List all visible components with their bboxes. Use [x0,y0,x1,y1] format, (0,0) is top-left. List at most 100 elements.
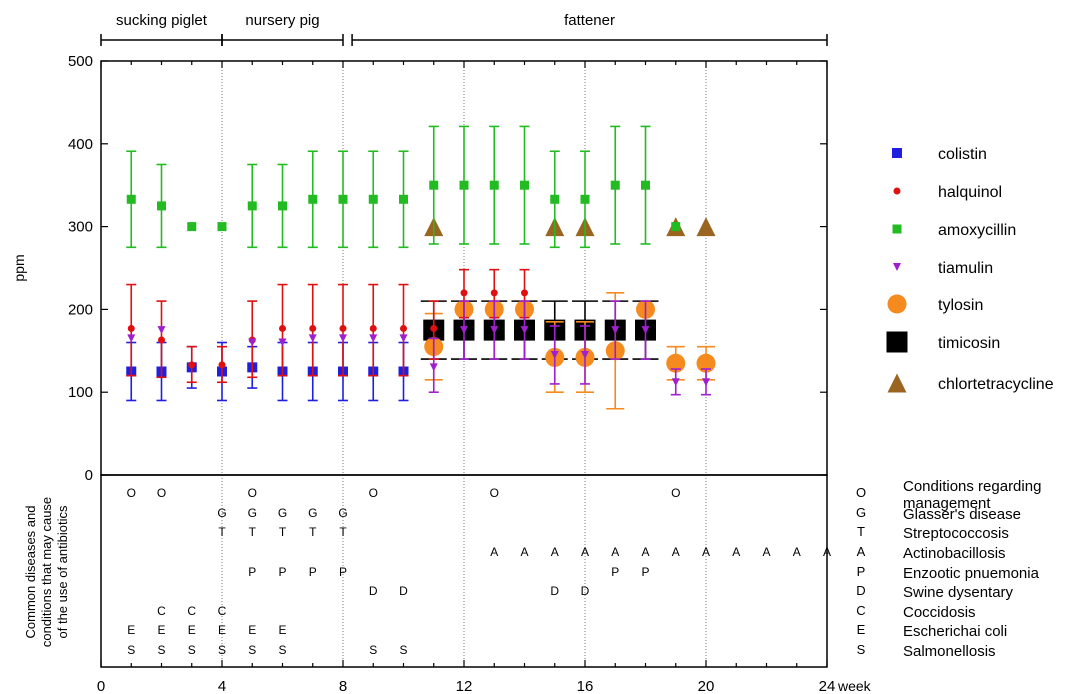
y-tick-label: 400 [68,136,93,153]
x-tick-label: 12 [456,678,473,694]
data-point [279,324,286,332]
data-point [490,289,498,297]
disease-code-mark: S [218,643,226,657]
data-point [187,222,197,232]
data-point [217,222,227,232]
disease-code-mark: P [309,565,317,579]
disease-code-mark: S [278,643,286,657]
disease-code-mark: T [279,525,287,539]
data-point [521,289,528,297]
data-point [641,326,650,335]
data-point [611,326,620,335]
disease-key-label: Glasser's disease [903,506,1021,523]
disease-key-code: G [856,505,866,520]
series-tiamulin [127,300,711,396]
data-point [460,326,468,335]
disease-code-mark: S [127,643,135,657]
legend-swatch [892,224,902,234]
data-point [157,326,166,335]
axes: ppm week [11,60,872,694]
data-point [429,180,439,190]
disease-panel: Common diseases andconditions that may c… [23,478,1041,660]
data-point [400,324,407,332]
data-point [610,180,620,190]
data-series [126,125,716,410]
phase-brackets: sucking piglet nursery pig fattener [100,12,828,46]
data-point [188,361,196,369]
disease-code-mark: G [278,506,287,520]
data-point [430,324,438,332]
legend-item-chlortetracycline: chlortetracycline [887,373,1054,393]
disease-key-label: Conditions regarding management [903,478,1041,512]
data-point [671,378,680,387]
disease-code-mark: A [520,545,528,559]
data-point [338,194,348,204]
legend-item-tylosin: tylosin [887,294,983,314]
disease-code-mark: A [581,545,589,559]
disease-code-mark: P [339,565,347,579]
disease-code-mark: O [127,486,136,500]
legend-swatch [887,294,907,314]
y-tick-label: 0 [85,467,93,484]
data-point [520,326,529,335]
legend-item-tiamulin: tiamulin [893,260,993,277]
data-point [368,194,378,204]
disease-code-mark: P [611,565,619,579]
data-point [550,350,559,359]
disease-code-mark: A [672,545,680,559]
legend-label: colistin [938,146,987,163]
data-point [126,194,136,204]
disease-key-code: C [856,603,865,618]
y-tick-label: 200 [68,301,93,318]
series-amoxycillin [126,125,681,249]
disease-code-mark: S [399,643,407,657]
disease-code-mark: E [248,623,256,637]
legend-swatch [887,373,907,393]
legend-label: amoxycillin [938,222,1016,239]
data-point [339,334,347,343]
disease-code-mark: E [278,623,286,637]
data-point [369,324,377,332]
disease-code-mark: O [490,486,499,500]
legend-label: tiamulin [938,260,993,277]
disease-key-label: Enzootic pnuemonia [903,565,1040,582]
phase-label: fattener [564,12,615,29]
disease-code-mark: E [218,623,226,637]
data-point [308,334,317,343]
disease-code-mark: S [188,643,196,657]
disease-code-mark: A [823,545,831,559]
data-point [157,201,166,211]
disease-key-code: O [856,485,866,500]
disease-code-mark: P [641,565,649,579]
data-point [248,338,257,347]
disease-key-label: Actinobacillosis [903,545,1006,562]
y-tick-label: 100 [68,384,93,401]
disease-code-mark: C [218,604,227,618]
disease-code-mark: T [309,525,317,539]
y-tick-label: 300 [68,219,93,236]
disease-code-mark: E [127,623,135,637]
legend-item-colistin: colistin [892,146,987,163]
data-point [339,324,347,332]
data-point [459,180,469,190]
data-point [641,180,650,190]
data-point [696,353,716,373]
disease-key-code: S [857,642,866,657]
disease-code-mark: P [278,565,286,579]
legend-item-timicosin: timicosin [886,331,1000,353]
disease-code-mark: A [641,545,649,559]
x-tick-label: 16 [577,678,594,694]
disease-code-mark: P [248,565,256,579]
data-point [158,336,165,344]
data-point [247,201,257,211]
x-tick-label: 0 [97,678,105,694]
legend-swatch [892,148,902,158]
data-point [429,363,438,372]
phase-label: sucking piglet [116,12,208,29]
y-tick-label: 500 [68,53,93,70]
legend-item-halquinol: halquinol [893,184,1002,201]
data-point [702,378,710,387]
disease-code-mark: G [248,506,257,520]
disease-code-mark: A [551,545,559,559]
axis-ticks: 0 100 200 300 400 500 0 4 8 12 16 20 24 [68,53,835,694]
